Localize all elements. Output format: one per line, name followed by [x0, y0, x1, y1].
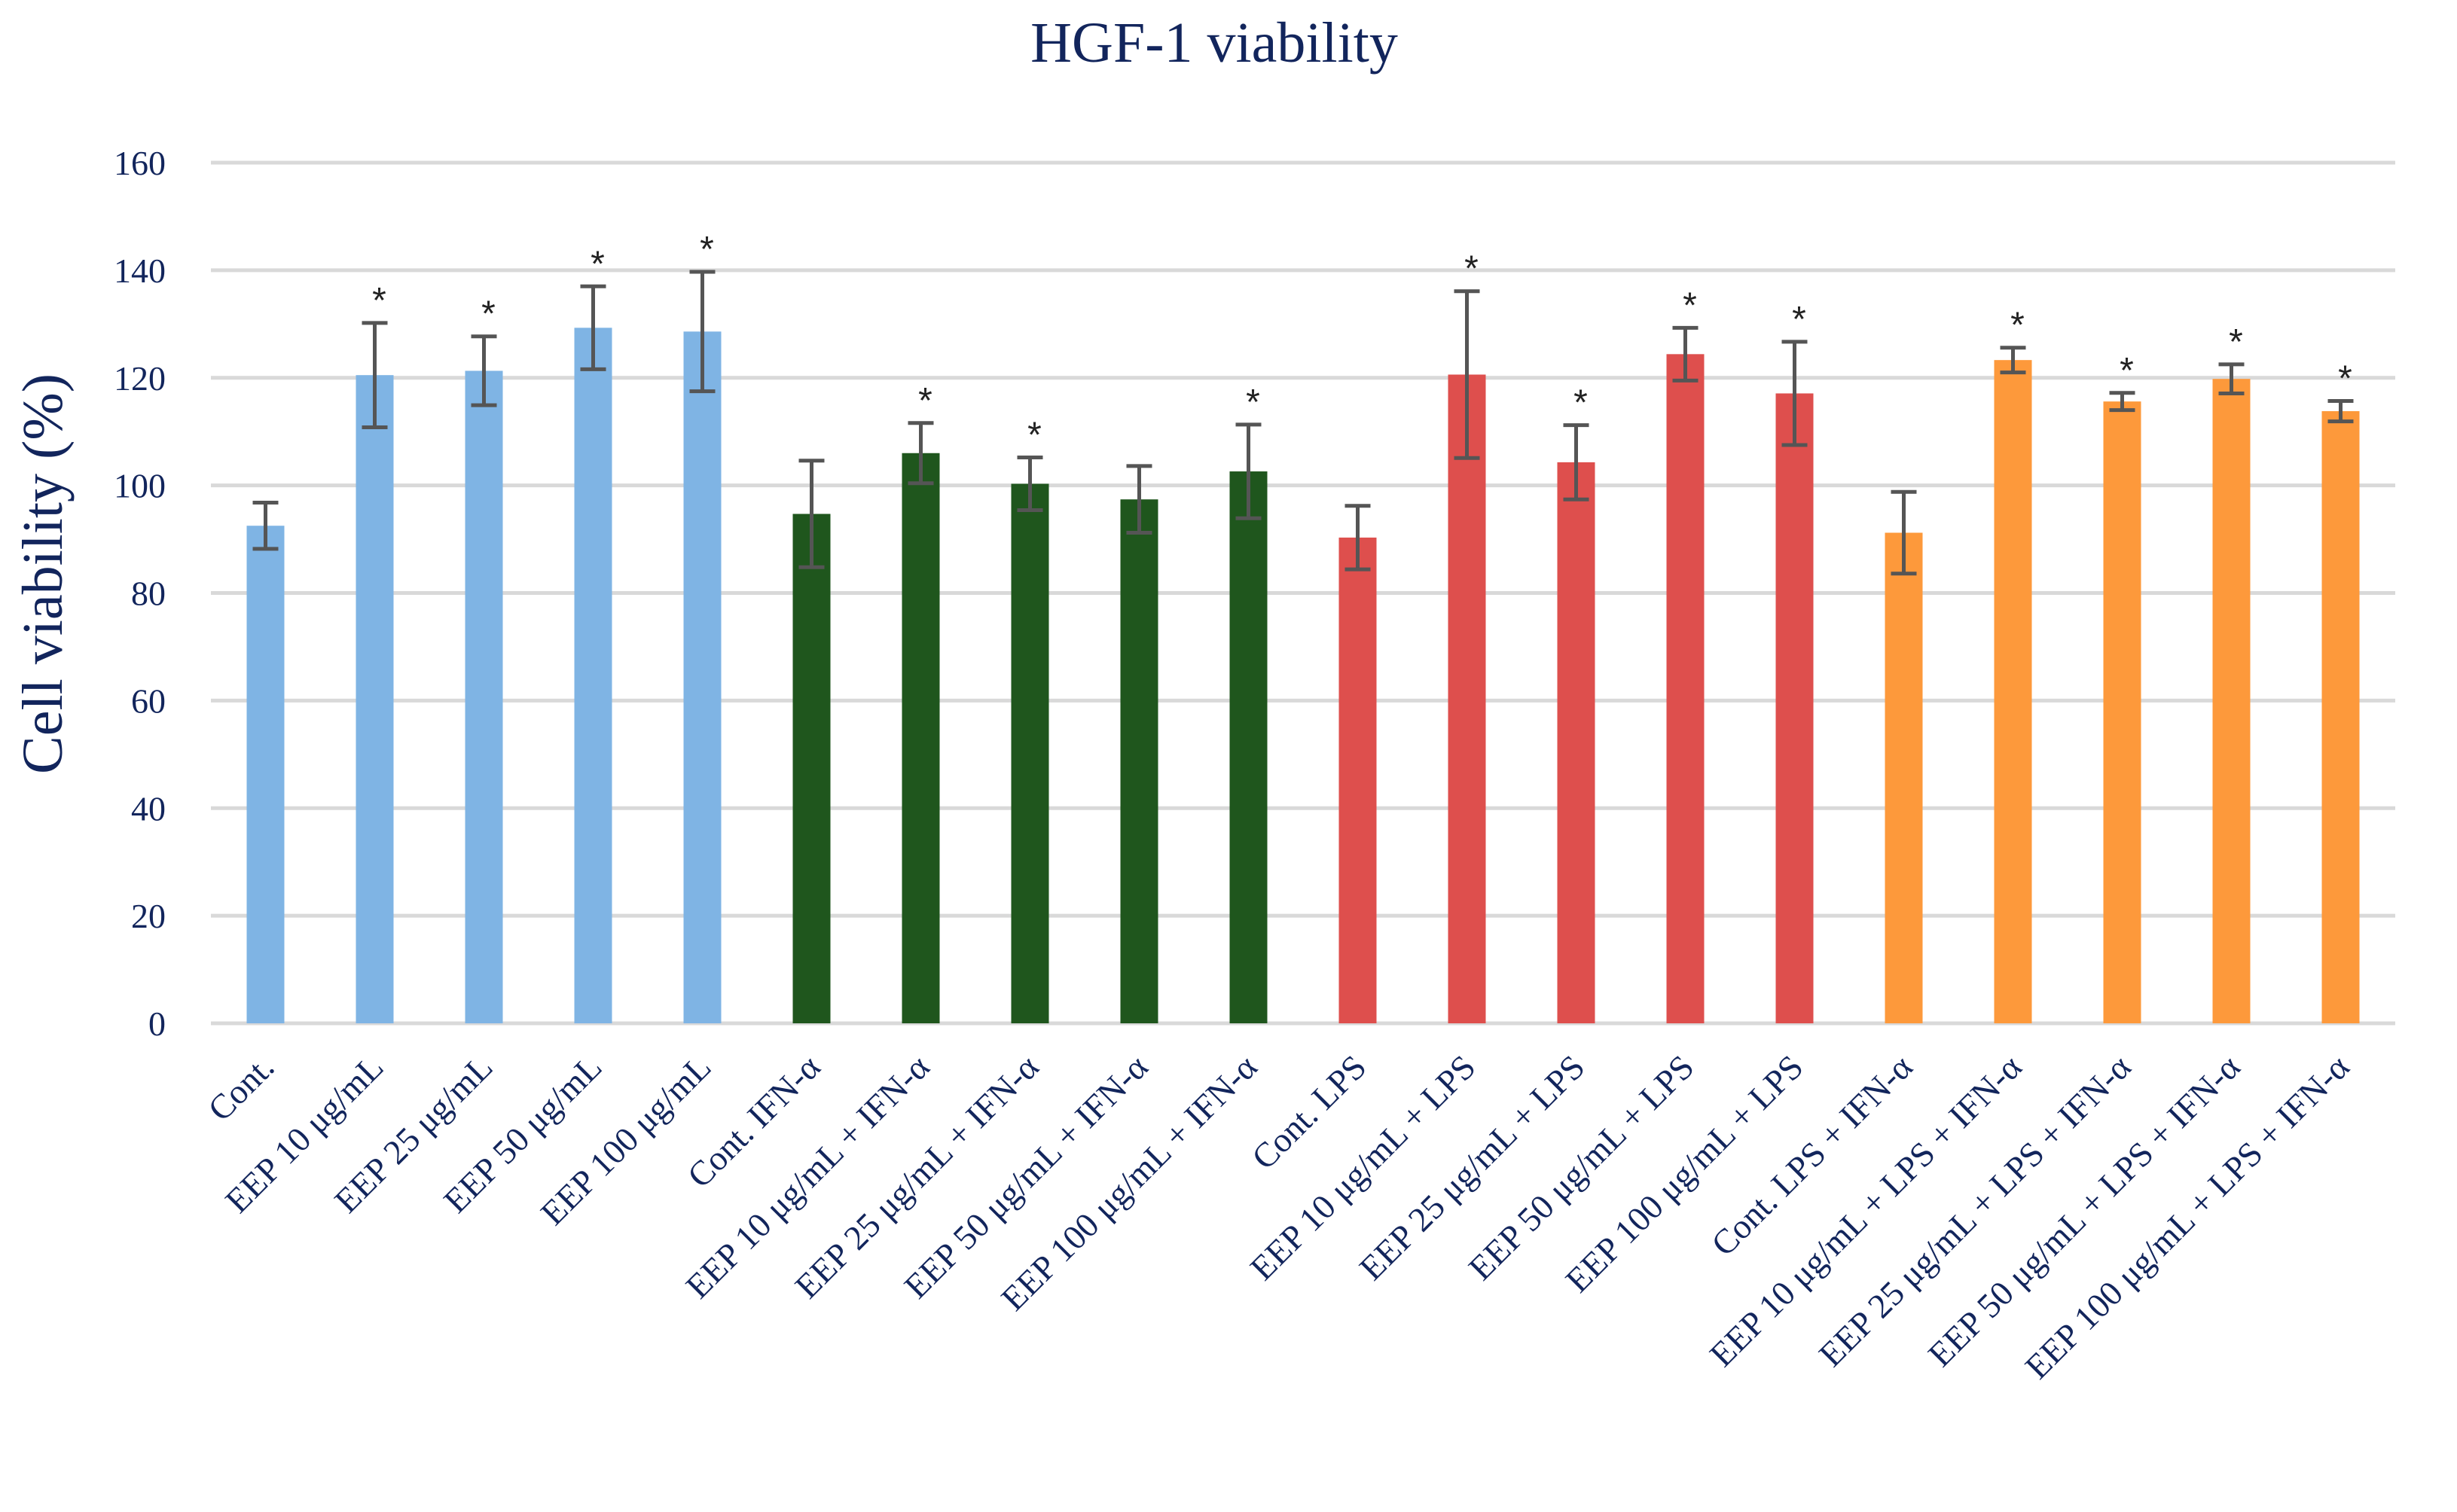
bar-17	[1994, 360, 2032, 1023]
significance-star-13: *	[1573, 383, 1588, 423]
error-bar-2	[362, 321, 388, 429]
y-tick-label-120: 120	[114, 359, 166, 398]
error-bar-4	[580, 284, 606, 371]
bar-5	[683, 331, 722, 1024]
y-tick-label-160: 160	[114, 144, 166, 182]
bar-11	[1338, 537, 1377, 1023]
y-tick-label-100: 100	[114, 467, 166, 505]
bar-14	[1666, 354, 1705, 1023]
error-bar-7	[908, 421, 934, 486]
error-bar-16	[1891, 489, 1917, 576]
significance-star-12: *	[1464, 249, 1479, 289]
significance-star-17: *	[2010, 306, 2025, 346]
error-bar-8	[1017, 455, 1043, 512]
error-bar-11	[1344, 504, 1371, 572]
gridlines	[211, 160, 2395, 1026]
chart-title: HGF-1 viability	[1030, 11, 1398, 75]
bar-3	[465, 370, 503, 1023]
significance-star-7: *	[918, 381, 932, 421]
bar-19	[2212, 379, 2251, 1024]
significance-star-15: *	[1792, 300, 1806, 340]
error-bar-13	[1563, 423, 1589, 501]
significance-star-5: *	[700, 230, 714, 270]
significance-star-19: *	[2229, 322, 2243, 362]
significance-star-18: *	[2120, 351, 2134, 391]
significance-markers: * * * * * * * * * * * * * * *	[372, 230, 2352, 455]
error-bar-17	[2000, 346, 2026, 375]
error-bar-18	[2109, 391, 2135, 413]
bar-9	[1120, 499, 1158, 1023]
error-bar-1	[252, 500, 279, 551]
y-tick-label-40: 40	[131, 789, 166, 828]
bar-8	[1011, 483, 1049, 1023]
error-bar-9	[1126, 464, 1152, 535]
bar-12	[1448, 374, 1486, 1023]
significance-star-4: *	[591, 244, 605, 284]
y-axis-label: Cell viability (%)	[11, 373, 75, 774]
error-bar-15	[1781, 340, 1808, 447]
bar-2	[356, 375, 394, 1024]
bar-7	[902, 453, 940, 1023]
significance-star-2: *	[372, 281, 386, 321]
y-tick-label-60: 60	[131, 681, 166, 720]
bar-16	[1885, 532, 1923, 1023]
significance-star-20: *	[2338, 358, 2352, 398]
y-axis-ticks: 0 20 40 60 80 100 120 140 160	[114, 144, 166, 1043]
error-bar-5	[689, 270, 716, 394]
significance-star-14: *	[1683, 285, 1697, 325]
bars	[246, 328, 2360, 1024]
bar-13	[1557, 462, 1595, 1023]
error-bar-10	[1235, 422, 1262, 520]
bar-15	[1775, 393, 1814, 1023]
bar-10	[1229, 471, 1268, 1023]
significance-star-10: *	[1246, 383, 1260, 422]
significance-star-3: *	[481, 294, 496, 334]
significance-star-8: *	[1027, 415, 1042, 455]
y-tick-label-80: 80	[131, 575, 166, 613]
y-tick-label-20: 20	[131, 897, 166, 935]
bar-18	[2103, 401, 2141, 1023]
error-bars	[252, 270, 2354, 576]
error-bar-3	[471, 334, 497, 407]
error-bar-6	[798, 459, 825, 569]
y-tick-label-0: 0	[148, 1004, 166, 1043]
error-bar-20	[2327, 398, 2354, 424]
y-tick-label-140: 140	[114, 251, 166, 290]
bar-4	[574, 328, 612, 1023]
bar-6	[792, 514, 831, 1023]
error-bar-12	[1454, 289, 1480, 460]
error-bar-14	[1672, 325, 1699, 383]
bar-1	[246, 526, 285, 1023]
x-tick-label-1: Cont.	[200, 1047, 281, 1128]
x-tick-label-16: Cont. LPS + IFN-α	[1704, 1047, 1920, 1264]
bar-20	[2321, 411, 2360, 1023]
error-bar-19	[2218, 362, 2245, 395]
